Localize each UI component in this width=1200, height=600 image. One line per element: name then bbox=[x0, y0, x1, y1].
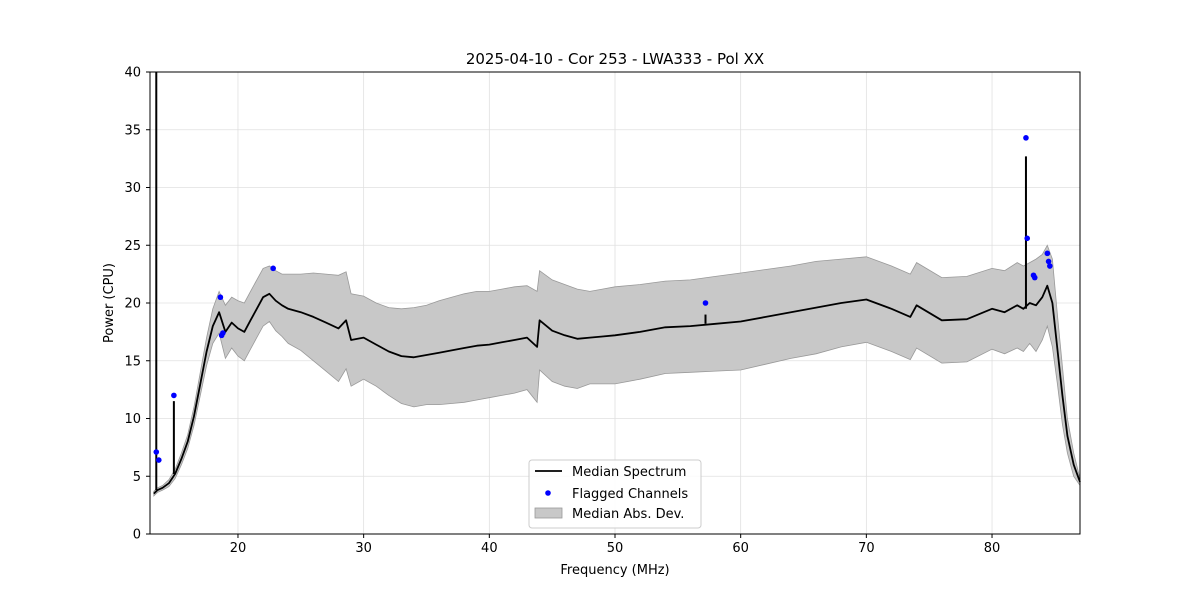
legend-box bbox=[528, 459, 702, 529]
flagged-point bbox=[171, 392, 177, 399]
y-tick-label: 5 bbox=[133, 470, 141, 485]
x-tick-label: 40 bbox=[481, 541, 498, 556]
median-spectrum-line bbox=[153, 284, 1081, 495]
x-tick-label: 70 bbox=[858, 541, 875, 556]
x-axis-label: Frequency (MHz) bbox=[560, 563, 669, 578]
flagged-point bbox=[155, 457, 162, 463]
y-tick-label: 15 bbox=[124, 354, 141, 369]
legend-flagged-label: Flagged Channels bbox=[572, 487, 688, 502]
flagged-points-layer bbox=[153, 135, 1053, 463]
y-tick-label: 35 bbox=[124, 123, 141, 138]
flagged-point bbox=[1031, 274, 1038, 281]
flagged-point bbox=[1045, 258, 1052, 265]
y-tick-label: 40 bbox=[124, 66, 141, 81]
y-tick-label: 0 bbox=[133, 528, 141, 543]
flagged-point bbox=[153, 449, 160, 455]
flagged-point bbox=[702, 300, 709, 306]
flagged-point bbox=[217, 294, 224, 301]
legend-mad-swatch bbox=[534, 507, 563, 519]
legend-flagged-swatch bbox=[545, 490, 551, 496]
x-tick-label: 50 bbox=[607, 541, 624, 556]
legend-median-label: Median Spectrum bbox=[572, 465, 686, 480]
flagged-point bbox=[1047, 263, 1053, 269]
flagged-point bbox=[220, 330, 226, 336]
y-tick-label: 10 bbox=[124, 412, 141, 427]
legend-mad-label: Median Abs. Dev. bbox=[572, 507, 684, 522]
x-tick-label: 80 bbox=[984, 541, 1001, 556]
flagged-point bbox=[1024, 235, 1031, 242]
chart-title: 2025-04-10 - Cor 253 - LWA333 - Pol XX bbox=[466, 50, 764, 68]
flagged-point bbox=[1023, 135, 1029, 141]
legend: Median Spectrum Flagged Channels Median … bbox=[528, 459, 702, 529]
y-axis-label: Power (CPU) bbox=[102, 263, 117, 343]
x-tick-label: 20 bbox=[230, 541, 247, 556]
y-tick-label: 25 bbox=[124, 239, 141, 254]
median-line-layer bbox=[153, 72, 1081, 495]
x-tick-label: 30 bbox=[355, 541, 372, 556]
flagged-point bbox=[1044, 250, 1051, 257]
x-tick-label: 60 bbox=[732, 541, 749, 556]
flagged-point bbox=[270, 265, 276, 272]
y-tick-label: 20 bbox=[124, 297, 141, 312]
ticks: 20 30 40 50 60 70 80 0 5 10 15 20 25 30 35 40 bbox=[124, 66, 1000, 557]
y-tick-label: 30 bbox=[124, 181, 141, 196]
